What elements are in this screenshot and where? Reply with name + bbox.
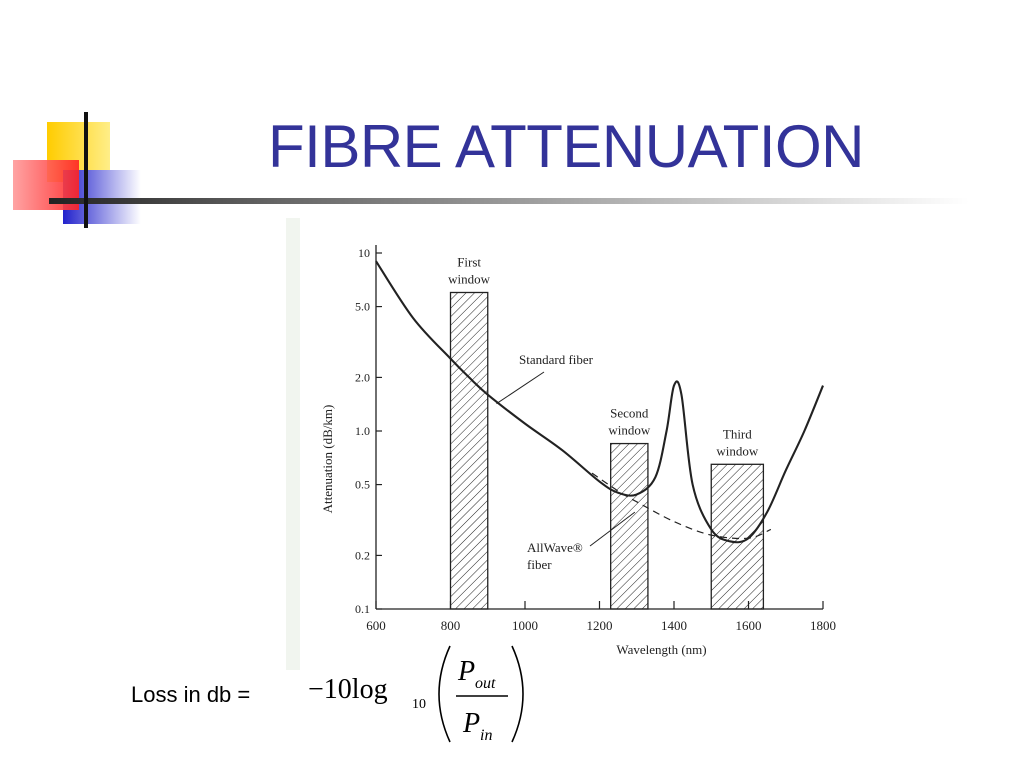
x-tick-label: 1200 <box>587 618 613 633</box>
formula-coefficient: −10log <box>308 674 388 705</box>
blue-square <box>63 170 141 224</box>
vertical-rule <box>84 112 88 228</box>
loss-formula: −10log 10 P out P in <box>308 645 524 744</box>
numerator-sub: out <box>475 675 496 692</box>
right-paren <box>511 645 524 743</box>
standard-fiber-line <box>375 260 824 544</box>
y-tick-label: 0.1 <box>355 602 370 616</box>
x-tick-label: 1400 <box>661 618 687 633</box>
window-label: Second <box>610 406 649 421</box>
window-label: First <box>457 254 481 269</box>
slide-title: FIBRE ATTENUATION <box>268 113 864 180</box>
window-band <box>710 463 765 610</box>
window-label: Third <box>723 426 752 441</box>
annotation-allwave-line1: AllWave® <box>527 540 583 555</box>
x-tick-label: 800 <box>441 618 461 633</box>
window-label: window <box>448 271 491 286</box>
yellow-square <box>47 122 110 182</box>
x-tick-label: 1000 <box>512 618 538 633</box>
window-label: window <box>716 443 759 458</box>
annotation-allwave-line2: fiber <box>527 557 552 572</box>
window-band <box>449 291 489 610</box>
attenuation-chart: First window Second window Third window 0.1 0.2… <box>286 218 898 670</box>
scan-edge <box>286 218 300 670</box>
loss-label: Loss in db = <box>131 682 251 707</box>
formula-base: 10 <box>412 697 426 712</box>
y-tick-label: 10 <box>358 246 370 260</box>
y-tick-label: 5.0 <box>355 300 370 314</box>
annotation-arrow <box>589 511 636 547</box>
y-tick-label: 0.5 <box>355 478 370 492</box>
left-paren <box>438 645 451 743</box>
red-square <box>13 160 79 210</box>
numerator-var: P <box>457 656 475 687</box>
annotation-arrow <box>496 371 545 405</box>
y-tick-label: 0.2 <box>355 548 370 562</box>
x-tick-label: 1600 <box>736 618 762 633</box>
x-tick-label: 600 <box>366 618 386 633</box>
y-tick-label: 2.0 <box>355 370 370 384</box>
annotation-standard-fiber: Standard fiber <box>519 352 594 367</box>
header-rule <box>49 198 969 204</box>
y-tick-label: 1.0 <box>355 424 370 438</box>
window-label: window <box>608 423 651 438</box>
chart-svg: First window Second window Third window 0.1 0.2… <box>286 218 836 670</box>
y-axis-label: Attenuation (dB/km) <box>320 405 335 514</box>
denominator-sub: in <box>480 727 492 744</box>
x-axis-label: Wavelength (nm) <box>616 642 706 657</box>
denominator-var: P <box>462 708 480 739</box>
allwave-fiber-line <box>591 472 772 540</box>
x-tick-label: 1800 <box>810 618 836 633</box>
